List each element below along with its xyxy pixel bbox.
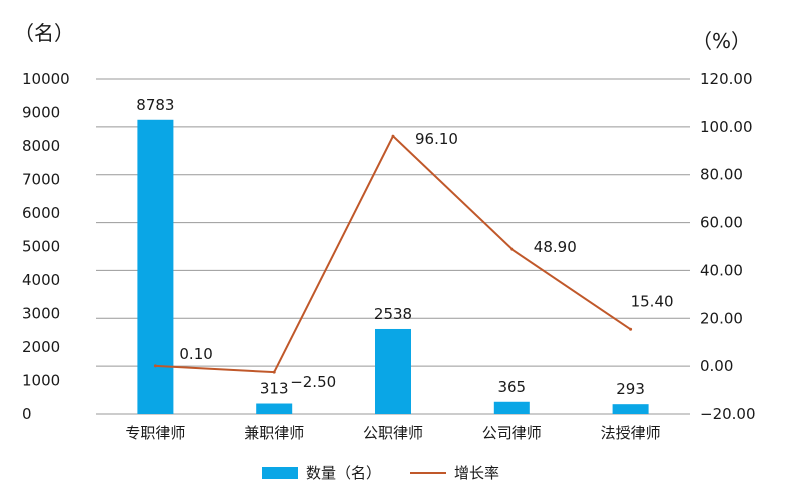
left-axis-tick-label: 10000	[22, 70, 70, 88]
left-axis-tick-label: 6000	[22, 204, 60, 222]
right-axis-tick-label: 100.00	[700, 118, 753, 136]
left-axis-tick-label: 1000	[22, 372, 60, 390]
right-axis-tick-label: 0.00	[700, 357, 733, 375]
left-axis-tick-label: 8000	[22, 137, 60, 155]
category-label: 公职律师	[363, 424, 423, 442]
line-point	[629, 327, 633, 331]
bar-data-label: 2538	[374, 305, 412, 323]
bar	[137, 119, 174, 414]
axes: 0 1000 2000 3000 4000 5000 6000 7000 8000 9000 100…	[14, 21, 756, 442]
bar	[256, 403, 293, 414]
line-data-label: 15.40	[631, 292, 674, 310]
right-axis-tick-label: 80.00	[700, 166, 743, 184]
right-axis-tick-label: 20.00	[700, 309, 743, 327]
line-series	[153, 134, 633, 374]
legend-label-bar: 数量（名）	[306, 464, 381, 482]
right-axis-tick-label: −20.00	[700, 405, 756, 423]
bar-data-label: 313	[260, 380, 289, 398]
line-point	[510, 247, 514, 251]
line-point	[391, 134, 395, 138]
right-axis-unit-label: （%）	[692, 29, 751, 53]
category-label: 兼职律师	[244, 424, 304, 442]
legend: 数量（名） 增长率	[262, 464, 499, 482]
left-axis-tick-label: 4000	[22, 271, 60, 289]
left-axis-tick-label: 5000	[22, 238, 60, 256]
bar	[612, 404, 649, 414]
right-axis-tick-label: 60.00	[700, 214, 743, 232]
gridlines	[96, 78, 690, 415]
left-axis-tick-label: 0	[22, 405, 32, 423]
left-axis-tick-label: 9000	[22, 104, 60, 122]
legend-label-line: 增长率	[454, 464, 499, 482]
line-point	[272, 370, 276, 374]
bar-data-label: 365	[497, 378, 526, 396]
bar	[375, 328, 411, 414]
line-data-label: 96.10	[415, 130, 458, 148]
left-axis-tick-label: 7000	[22, 171, 60, 189]
line-data-label: 0.10	[179, 345, 212, 363]
line-point	[153, 364, 157, 368]
line-data-label: 48.90	[534, 238, 577, 256]
category-label: 法授律师	[601, 424, 661, 442]
left-axis-tick-label: 3000	[22, 305, 60, 323]
bar-data-label: 293	[616, 380, 645, 398]
right-axis-tick-label: 40.00	[700, 261, 743, 279]
category-label: 专职律师	[125, 424, 185, 442]
bar-data-label: 8783	[136, 96, 174, 114]
data-labels: 8783 313 2538 365 293 0.10 −2.50 96.10 48.90 15.4…	[136, 96, 673, 398]
line-data-label: −2.50	[290, 373, 336, 391]
right-axis-tick-label: 120.00	[700, 70, 753, 88]
bar	[493, 401, 530, 414]
category-label: 公司律师	[482, 424, 542, 442]
left-axis-tick-label: 2000	[22, 338, 60, 356]
left-axis-unit-label: （名）	[14, 21, 74, 45]
legend-swatch-bar	[262, 467, 298, 479]
